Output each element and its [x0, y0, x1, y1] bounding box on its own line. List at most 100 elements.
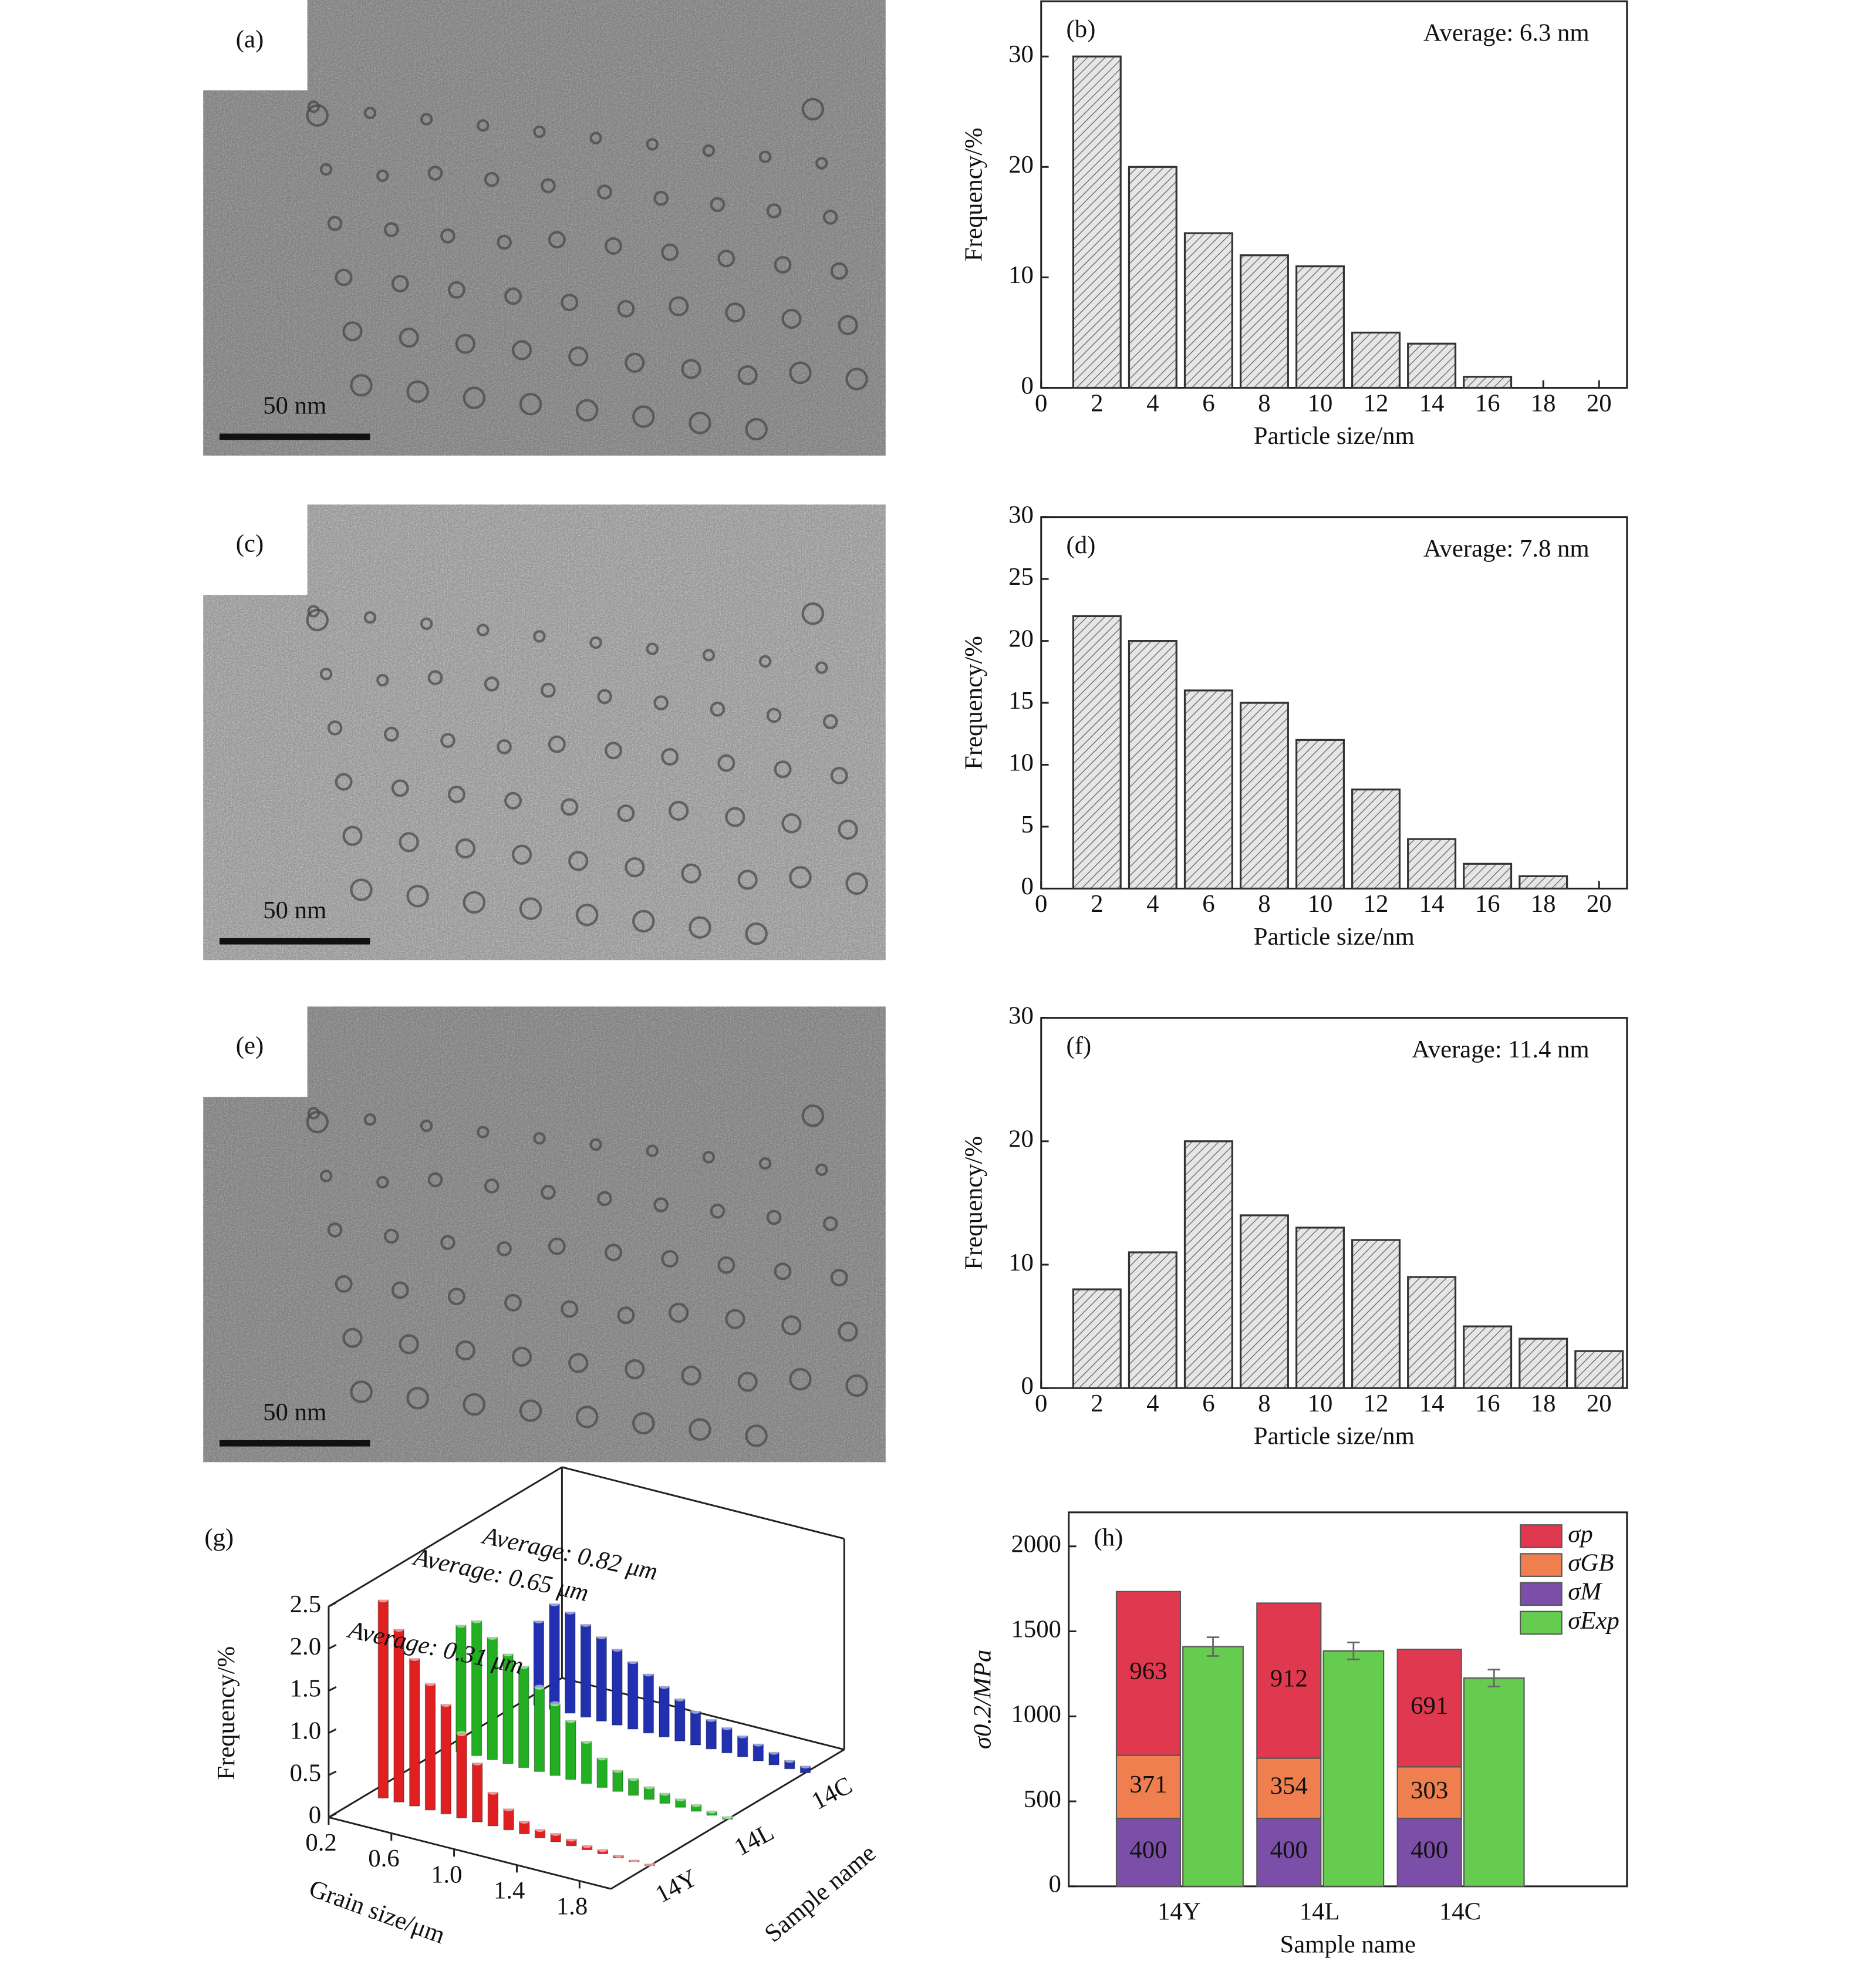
particle [575, 1406, 599, 1428]
bar [1183, 689, 1233, 890]
particle [646, 138, 659, 151]
bar [518, 1666, 529, 1768]
particle [758, 150, 772, 163]
legend-label: σM [1568, 1578, 1602, 1606]
particle [561, 1300, 579, 1318]
particle [710, 701, 726, 717]
z-axis-label: Sample name [760, 1839, 881, 1948]
particle [815, 1163, 828, 1176]
particle [589, 1138, 602, 1151]
particle [399, 327, 419, 348]
particle [420, 113, 433, 126]
value-label: 400 [1129, 1837, 1167, 1864]
particle [617, 804, 635, 823]
bar [1463, 376, 1513, 389]
particle [511, 340, 532, 360]
particle [597, 184, 612, 200]
particle [447, 281, 465, 299]
bar [1072, 55, 1122, 389]
bar-top [753, 1741, 764, 1747]
particle [789, 361, 812, 385]
legend-swatch [1520, 1610, 1563, 1635]
y-tick-label: 2.5 [290, 1591, 321, 1618]
particle [440, 1235, 455, 1251]
particle [391, 779, 409, 797]
bar [627, 1661, 639, 1730]
particle [420, 617, 433, 631]
particle [605, 742, 622, 760]
bar [1239, 702, 1289, 890]
particle [605, 1244, 622, 1262]
bar-top [707, 1808, 717, 1814]
particle [533, 1132, 546, 1145]
particle [327, 215, 343, 231]
particle [319, 163, 333, 176]
bar-top [534, 1618, 544, 1623]
particle [548, 1237, 566, 1255]
bar [1182, 1646, 1244, 1887]
particle [632, 909, 655, 933]
particle [689, 412, 711, 434]
particle [617, 299, 635, 318]
bar-top [769, 1750, 780, 1755]
bar [393, 1629, 404, 1802]
sample-label: 14Y [651, 1864, 702, 1909]
bar-top [800, 1763, 811, 1769]
particle [406, 380, 429, 403]
bar [659, 1686, 670, 1738]
particle [781, 308, 802, 329]
value-label: 371 [1129, 1771, 1167, 1798]
panel-label: (d) [1066, 531, 1095, 559]
particle [541, 682, 556, 698]
bar-segment [1396, 1817, 1462, 1887]
particle [789, 1368, 812, 1391]
particle [589, 132, 602, 144]
particle [427, 166, 443, 181]
particle [319, 668, 333, 680]
legend-label: σp [1568, 1520, 1592, 1548]
bar-top [565, 1717, 576, 1723]
x-tick-label: 20 [1587, 890, 1612, 918]
y-tick-label: 20 [1008, 625, 1034, 652]
bar-top [722, 1814, 733, 1819]
bar [1407, 838, 1457, 890]
particle [632, 1411, 655, 1435]
bar-top [551, 1831, 561, 1836]
y-tick-label: 25 [1008, 563, 1034, 591]
particle [455, 333, 475, 354]
particle [725, 807, 745, 827]
legend-label: σGB [1568, 1549, 1614, 1576]
particle [822, 714, 838, 729]
bar-top [565, 1609, 575, 1615]
particle [766, 203, 782, 218]
particle [477, 119, 490, 132]
y-tick-label: 500 [1024, 1785, 1061, 1813]
particle [575, 904, 599, 926]
bar-top [659, 1684, 670, 1689]
bar [1574, 1350, 1624, 1389]
particle [484, 171, 500, 187]
particle [383, 222, 399, 238]
value-label: 963 [1129, 1657, 1167, 1685]
particle [725, 1309, 745, 1329]
particle [319, 1170, 333, 1182]
bar [565, 1611, 576, 1714]
y-tick-label: 10 [1008, 1249, 1034, 1276]
bar-top [487, 1635, 498, 1640]
bar-top [674, 1696, 685, 1701]
x-tick-label: 14C [1439, 1898, 1481, 1926]
particle [625, 352, 645, 373]
particle [561, 294, 579, 312]
y-tick-label: 2000 [1011, 1531, 1061, 1558]
particle [661, 243, 679, 261]
bar-segment [1256, 1757, 1322, 1819]
bar-top [627, 1659, 638, 1664]
bar [1351, 331, 1401, 389]
particle [463, 891, 486, 914]
particle [440, 733, 455, 749]
x-tick-label: 6 [1202, 1390, 1214, 1417]
bar [503, 1808, 514, 1831]
x-axis-label: Particle size/nm [1254, 1423, 1415, 1450]
x-tick-label: 1.0 [431, 1861, 462, 1888]
